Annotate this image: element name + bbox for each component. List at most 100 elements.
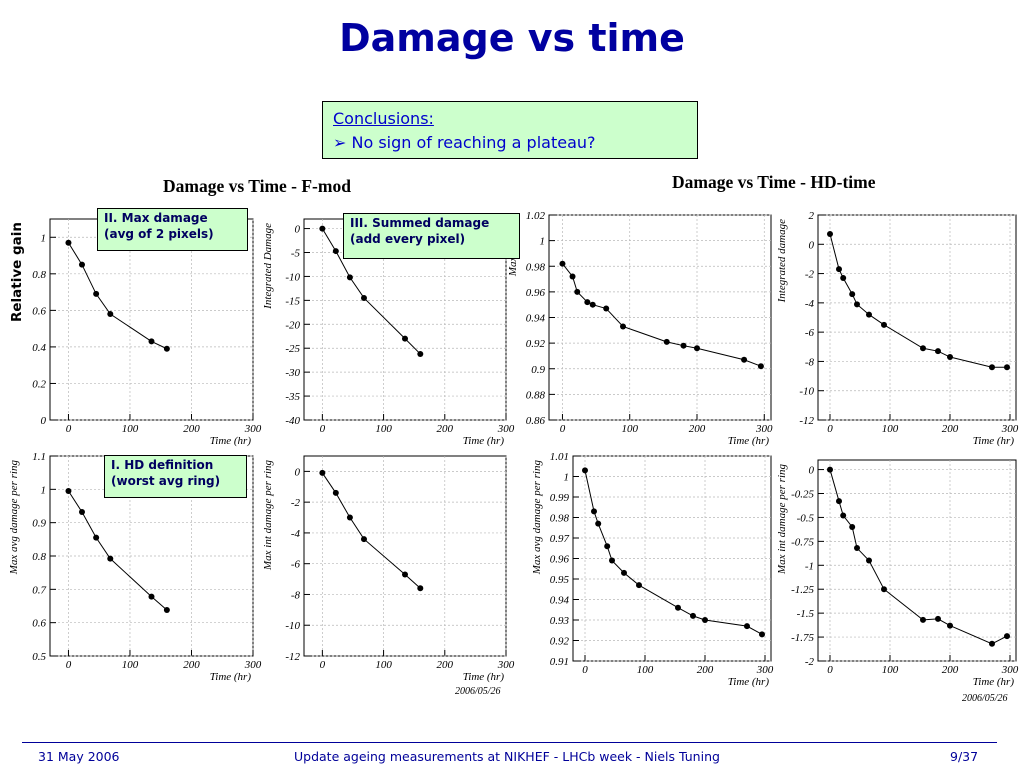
data-point [854, 545, 860, 552]
x-tick-label: 100 [882, 664, 899, 676]
x-tick-label: 100 [122, 659, 139, 671]
y-tick-label: 0 [809, 239, 815, 251]
data-point [827, 466, 833, 473]
x-axis-label: Time (hr) [210, 671, 252, 683]
group-title-hd: Damage vs Time - HD-time [672, 172, 876, 192]
x-tick-label: 200 [942, 423, 959, 435]
x-tick-label: 100 [637, 664, 654, 676]
plot-frame [49, 218, 254, 421]
y-tick-label: 0.95 [550, 574, 570, 586]
x-tick-label: 300 [1001, 664, 1019, 676]
y-tick-label: 0.99 [550, 492, 570, 504]
y-axis-label: Max int damage per ring [262, 460, 274, 571]
data-point [620, 323, 626, 330]
series-line [321, 228, 421, 355]
x-tick-label: 0 [582, 664, 588, 676]
y-tick-label: 0 [295, 466, 301, 478]
data-point [702, 617, 708, 623]
data-point [107, 311, 114, 318]
y-tick-label: -12 [285, 651, 300, 663]
callout-hd-line1: I. HD definition [111, 458, 214, 472]
y-tick-label: 0.9 [531, 364, 545, 376]
data-point [920, 345, 926, 352]
y-tick-label: 0.6 [32, 618, 46, 630]
data-point [417, 350, 424, 357]
y-tick-label: 0.97 [550, 533, 570, 545]
data-point [663, 338, 670, 345]
x-tick-label: 300 [1001, 423, 1019, 435]
y-tick-label: -10 [799, 386, 814, 398]
y-tick-label: -2 [805, 269, 815, 281]
x-axis-label: Time (hr) [210, 435, 252, 447]
y-tick-label: 1.1 [32, 451, 46, 463]
x-tick-label: 0 [560, 423, 566, 435]
x-tick-label: 100 [882, 423, 899, 435]
data-point [569, 273, 576, 280]
y-tick-label: -6 [291, 559, 301, 571]
y-tick-label: 0.93 [550, 615, 570, 627]
y-tick-label: 0.2 [32, 378, 46, 390]
data-point [675, 604, 681, 611]
data-point [346, 514, 353, 521]
data-point [881, 586, 887, 593]
data-point [163, 607, 170, 613]
plot-frame [817, 214, 1017, 421]
y-tick-label: 0.8 [32, 551, 46, 563]
data-point [332, 489, 339, 496]
y-tick-label: -15 [285, 295, 300, 307]
data-point [636, 582, 642, 589]
x-tick-label: 0 [66, 659, 72, 671]
y-tick-label: -1.25 [791, 584, 814, 596]
data-point [360, 294, 367, 301]
callout-max-damage: II. Max damage (avg of 2 pixels) [97, 208, 248, 251]
y-tick-label: 0.86 [526, 415, 546, 427]
y-tick-label: 0.94 [526, 313, 546, 325]
data-point [920, 616, 926, 623]
data-point [65, 239, 72, 246]
callout-sum-line1: III. Summed damage [350, 216, 490, 230]
data-point [93, 290, 100, 297]
y-tick-label: -20 [285, 319, 300, 331]
y-axis-label: Max avg damage per ring [8, 460, 20, 576]
chart-hd-int: 0 100 200 300 2 0 -2 -4 -6 -8 -10 -12 Time (hr) Integ… [776, 210, 1019, 447]
data-point [757, 363, 764, 370]
y-tick-label: 0.92 [526, 338, 546, 350]
data-point [589, 301, 596, 308]
x-tick-label: 200 [942, 664, 959, 676]
y-tick-label: 0.9 [32, 518, 46, 530]
y-tick-label: 0.88 [526, 389, 546, 401]
data-point [947, 622, 953, 629]
data-point [604, 543, 611, 550]
data-point [935, 615, 941, 622]
y-axis-label: Integrated Damage [262, 223, 274, 310]
x-axis-label: Time (hr) [463, 671, 505, 683]
x-tick-label: 300 [755, 423, 773, 435]
y-tick-label: 0.96 [526, 287, 546, 299]
x-tick-label: 0 [320, 659, 326, 671]
data-point [402, 571, 408, 578]
chart-fmod-avg-ring: 0 100 200 300 0.5 0.6 0.7 0.8 0.9 1 1.1 Time (hr) Ma… [8, 451, 262, 683]
data-point [107, 555, 114, 562]
data-point [854, 301, 860, 308]
y-tick-label: -0.25 [791, 489, 814, 501]
data-point [559, 260, 566, 267]
data-point [849, 291, 856, 298]
y-tick-label: -35 [285, 391, 300, 403]
data-point [65, 488, 72, 494]
callout-summed-damage: III. Summed damage (add every pixel) [343, 213, 520, 259]
data-point [935, 348, 941, 355]
y-tick-label: 0.94 [550, 595, 570, 607]
x-tick-label: 0 [320, 423, 326, 435]
y-tick-label: -1.75 [791, 632, 814, 644]
plot-frame [817, 459, 1017, 662]
x-tick-label: 200 [437, 423, 454, 435]
y-tick-label: 0 [809, 465, 815, 477]
y-tick-label: -10 [285, 271, 300, 283]
y-tick-label: -25 [285, 343, 300, 355]
data-point [849, 524, 856, 530]
data-point [866, 311, 872, 318]
conclusions-heading: Conclusions: [333, 109, 434, 128]
page-title: Damage vs time [339, 16, 685, 60]
conclusions-bullet: ➢ No sign of reaching a plateau? [333, 133, 596, 152]
